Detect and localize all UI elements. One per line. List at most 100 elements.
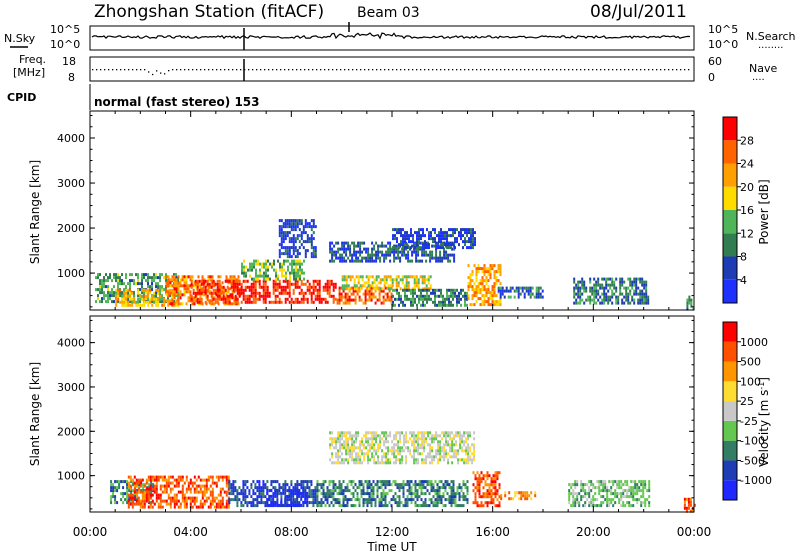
vel-colorbar-swatch-1 — [723, 460, 737, 481]
nave-label: Nave — [749, 62, 777, 75]
velocity-data — [110, 431, 696, 513]
x-axis-label: Time UT — [366, 540, 417, 554]
power-ytick-label-3: 4000 — [57, 132, 85, 145]
power-colorbar-tick-5: 24 — [740, 158, 754, 171]
power-colorbar-label: Power [dB] — [757, 179, 771, 244]
noise-right-legend: ........ — [758, 40, 783, 51]
vel-region-6 — [472, 471, 501, 508]
freq-label-1: Freq. — [19, 53, 46, 66]
vel-colorbar-tick-0: 1000 — [740, 336, 768, 349]
power-colorbar-swatch-0 — [723, 279, 737, 303]
power-region-14 — [686, 295, 695, 311]
noise-right-bottom-tick: 10^0 — [708, 38, 738, 51]
vel-colorbar-swatch-7 — [723, 341, 737, 362]
velocity-axes: 1000 2000 3000 4000 — [57, 316, 695, 512]
freq-label-2: [MHz] — [13, 66, 45, 79]
vel-colorbar-tick-1: 500 — [740, 356, 761, 369]
power-colorbar-tick-2: 12 — [740, 227, 754, 240]
noise-right-top-tick: 10^5 — [708, 23, 738, 36]
power-region-4 — [241, 259, 305, 281]
vel-colorbar-swatch-4 — [723, 401, 737, 421]
power-colorbar: 4 8 12 16 20 24 28 — [722, 116, 754, 304]
vel-colorbar-tick-7: -1000 — [740, 474, 772, 487]
noise-right-label: N.Search — [746, 30, 796, 43]
vel-colorbar-tick-5: -100 — [740, 435, 765, 448]
power-region-9 — [329, 241, 456, 263]
power-region-12 — [497, 286, 544, 299]
vel-colorbar-swatch-0 — [723, 480, 737, 500]
vel-ytick-label-2: 3000 — [57, 381, 85, 394]
freq-tick-top: 18 — [62, 55, 76, 68]
vel-colorbar-swatch-8 — [723, 322, 737, 342]
power-region-3 — [190, 279, 337, 304]
vel-region-3 — [266, 488, 309, 507]
power-colorbar-tick-6: 28 — [740, 134, 754, 147]
x-axis: 00:00 04:00 08:00 12:00 16:00 20:00 00:00 — [73, 525, 712, 539]
power-data — [95, 219, 695, 311]
power-region-10 — [392, 228, 476, 250]
x-tick-label-0: 00:00 — [73, 525, 108, 539]
x-tick-label-6: 00:00 — [677, 525, 712, 539]
x-tick-label-1: 04:00 — [173, 525, 208, 539]
freq-panel-frame — [89, 56, 695, 82]
freq-tick-bottom: 8 — [68, 71, 75, 84]
vel-region-5 — [329, 431, 476, 465]
power-colorbar-swatch-2 — [723, 233, 737, 257]
power-colorbar-tick-4: 20 — [740, 181, 754, 194]
noise-left-bottom-tick: 10^0 — [50, 38, 80, 51]
vel-region-8 — [568, 480, 651, 508]
power-ylabel: Slant Range [km] — [28, 160, 42, 264]
power-ytick-label-1: 2000 — [57, 222, 85, 235]
plot-title: Zhongshan Station (fitACF) — [94, 2, 324, 22]
x-tick-label-5: 20:00 — [576, 525, 611, 539]
x-tick-label-4: 16:00 — [475, 525, 510, 539]
vel-colorbar-tick-2: 100 — [740, 375, 761, 388]
noise-left-label: N.Sky — [4, 32, 36, 45]
power-colorbar-tick-0: 4 — [740, 274, 747, 287]
vel-colorbar-swatch-3 — [723, 420, 737, 441]
noise-panel-frame — [89, 25, 695, 51]
freq-trace — [92, 59, 690, 81]
velocity-colorbar: 1000 500 100 25 -25 -100 -500 -1000 — [722, 321, 772, 501]
power-region-11 — [278, 219, 317, 259]
noise-left-top-tick: 10^5 — [50, 23, 80, 36]
vel-colorbar-tick-3: 25 — [740, 395, 754, 408]
power-ytick-label-2: 3000 — [57, 177, 85, 190]
power-colorbar-swatch-1 — [723, 256, 737, 280]
x-tick-label-2: 08:00 — [274, 525, 309, 539]
power-colorbar-swatch-6 — [723, 140, 737, 164]
vel-colorbar-swatch-5 — [723, 381, 737, 402]
date-label: 08/Jul/2011 — [590, 2, 687, 22]
vel-region-9 — [683, 497, 696, 513]
power-colorbar-swatch-4 — [723, 186, 737, 210]
power-region-8 — [467, 264, 502, 307]
cpid-text: normal (fast stereo) 153 — [94, 95, 260, 109]
vel-ytick-label-1: 2000 — [57, 425, 85, 438]
vel-colorbar-tick-4: -25 — [740, 415, 758, 428]
power-colorbar-swatch-7 — [723, 117, 737, 141]
vel-ytick-label-0: 1000 — [57, 470, 85, 483]
nave-tick-top: 60 — [708, 55, 722, 68]
power-colorbar-swatch-3 — [723, 210, 737, 234]
power-colorbar-tick-3: 16 — [740, 204, 754, 217]
vel-region-4 — [316, 480, 469, 508]
vel-region-7 — [500, 491, 537, 501]
power-region-13 — [573, 277, 650, 305]
beam-label: Beam 03 — [357, 5, 420, 21]
power-ytick-label-0: 1000 — [57, 267, 85, 280]
vel-colorbar-swatch-2 — [723, 440, 737, 461]
power-colorbar-tick-1: 8 — [740, 251, 747, 264]
vel-colorbar-tick-6: -500 — [740, 454, 765, 467]
nave-legend: .... — [752, 72, 765, 83]
vel-colorbar-swatch-6 — [723, 361, 737, 382]
power-colorbar-swatch-5 — [723, 163, 737, 187]
velocity-colorbar-label: Velocity [m s-1] — [757, 377, 772, 467]
velocity-ylabel: Slant Range [km] — [28, 362, 42, 466]
vel-ytick-label-3: 4000 — [57, 337, 85, 350]
power-region-7 — [392, 288, 468, 307]
noise-trace — [91, 22, 691, 50]
nave-tick-bottom: 0 — [708, 71, 715, 84]
cpid-label: CPID — [7, 91, 36, 104]
vel-region-1 — [127, 475, 230, 509]
